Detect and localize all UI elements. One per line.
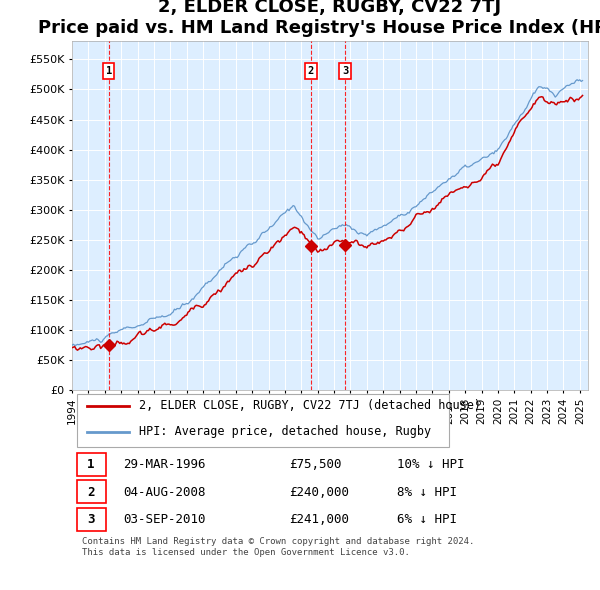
- Text: 1: 1: [106, 66, 112, 76]
- Title: 2, ELDER CLOSE, RUGBY, CV22 7TJ
Price paid vs. HM Land Registry's House Price In: 2, ELDER CLOSE, RUGBY, CV22 7TJ Price pa…: [38, 0, 600, 37]
- Text: 04-AUG-2008: 04-AUG-2008: [124, 486, 206, 499]
- Text: 3: 3: [342, 66, 348, 76]
- Text: 3: 3: [88, 513, 95, 526]
- Text: 03-SEP-2010: 03-SEP-2010: [124, 513, 206, 526]
- Text: 10% ↓ HPI: 10% ↓ HPI: [397, 458, 464, 471]
- Text: 6% ↓ HPI: 6% ↓ HPI: [397, 513, 457, 526]
- FancyBboxPatch shape: [77, 508, 106, 531]
- Text: £75,500: £75,500: [289, 458, 341, 471]
- Text: 2: 2: [308, 66, 314, 76]
- Text: HPI: Average price, detached house, Rugby: HPI: Average price, detached house, Rugb…: [139, 425, 431, 438]
- FancyBboxPatch shape: [77, 394, 449, 447]
- Text: 1: 1: [88, 458, 95, 471]
- Text: 2: 2: [88, 486, 95, 499]
- Text: £240,000: £240,000: [289, 486, 349, 499]
- Text: 29-MAR-1996: 29-MAR-1996: [124, 458, 206, 471]
- Text: £241,000: £241,000: [289, 513, 349, 526]
- FancyBboxPatch shape: [77, 453, 106, 476]
- Text: Contains HM Land Registry data © Crown copyright and database right 2024.
This d: Contains HM Land Registry data © Crown c…: [82, 537, 475, 557]
- FancyBboxPatch shape: [77, 480, 106, 503]
- Text: 2, ELDER CLOSE, RUGBY, CV22 7TJ (detached house): 2, ELDER CLOSE, RUGBY, CV22 7TJ (detache…: [139, 399, 481, 412]
- Text: 8% ↓ HPI: 8% ↓ HPI: [397, 486, 457, 499]
